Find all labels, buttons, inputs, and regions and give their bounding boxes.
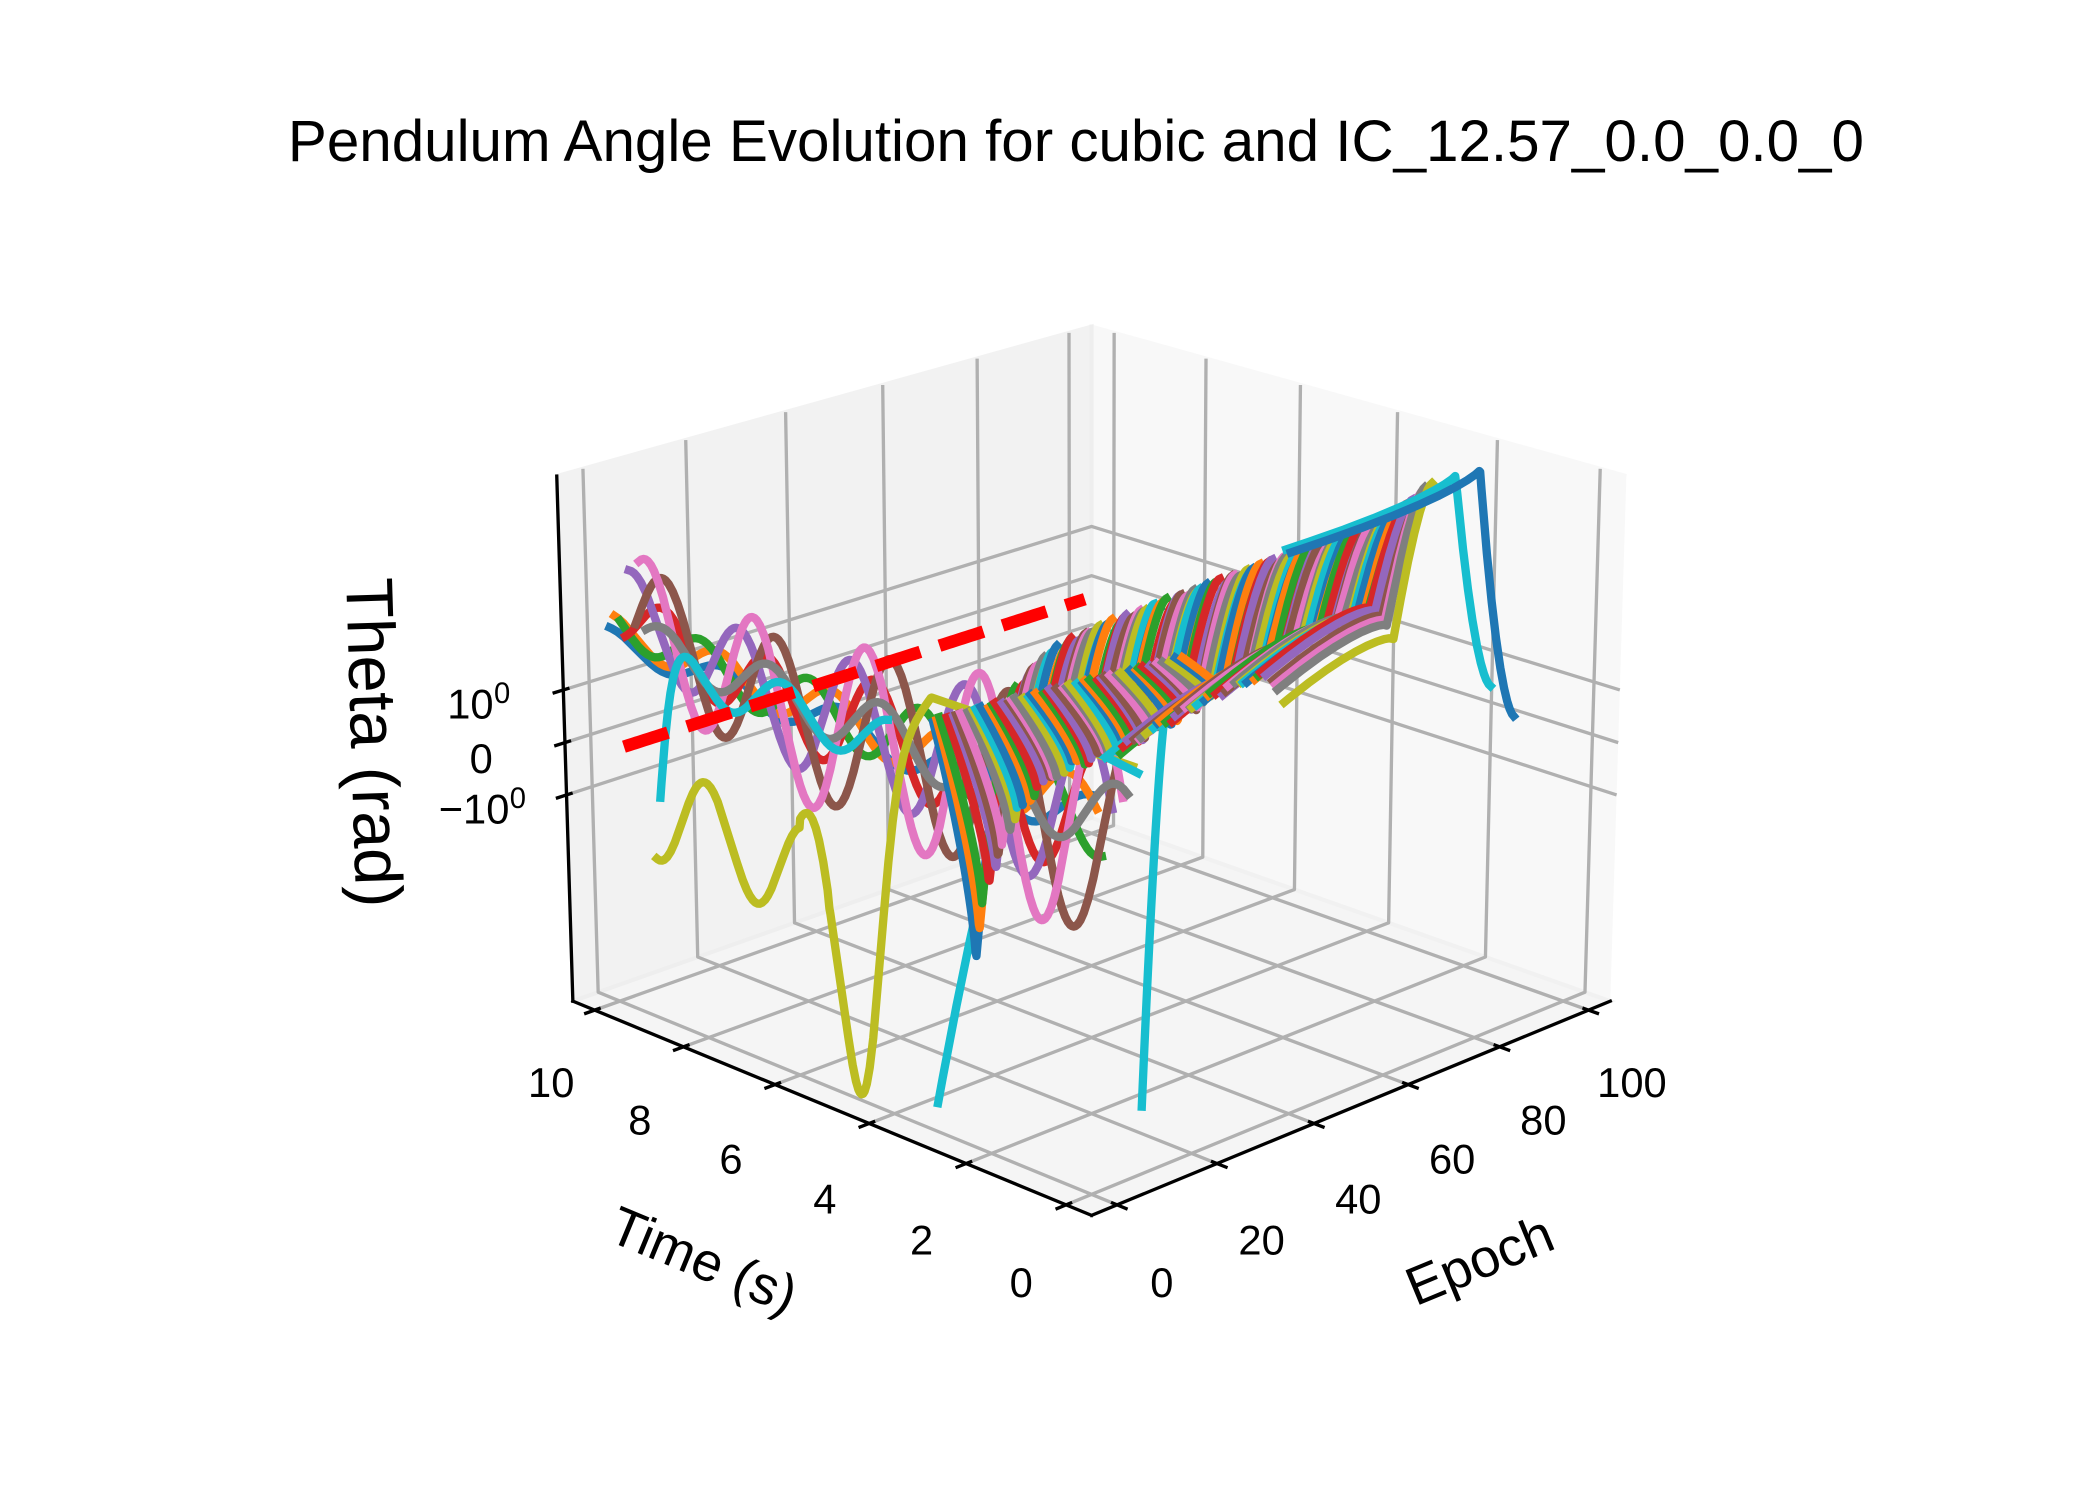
svg-text:Theta (rad): Theta (rad) (331, 577, 415, 909)
svg-text:2: 2 (910, 1216, 933, 1263)
svg-text:4: 4 (813, 1175, 836, 1222)
svg-text:100: 100 (1597, 1059, 1667, 1106)
svg-text:60: 60 (1429, 1135, 1475, 1182)
svg-text:40: 40 (1335, 1175, 1381, 1222)
svg-text:− 1 0 0: − 1 0 0 (439, 764, 528, 838)
svg-text:10: 10 (528, 1059, 574, 1106)
svg-text:1 0 0: 1 0 0 (447, 659, 512, 733)
svg-text:20: 20 (1238, 1216, 1284, 1263)
svg-text:0: 0 (1150, 1259, 1173, 1306)
svg-text:Pendulum Angle Evolution for c: Pendulum Angle Evolution for cubic and I… (288, 109, 1864, 174)
svg-text:80: 80 (1520, 1097, 1566, 1144)
svg-text:0: 0 (1010, 1259, 1033, 1306)
svg-text:0: 0 (470, 735, 493, 782)
svg-text:6: 6 (719, 1135, 742, 1182)
svg-text:8: 8 (628, 1097, 651, 1144)
